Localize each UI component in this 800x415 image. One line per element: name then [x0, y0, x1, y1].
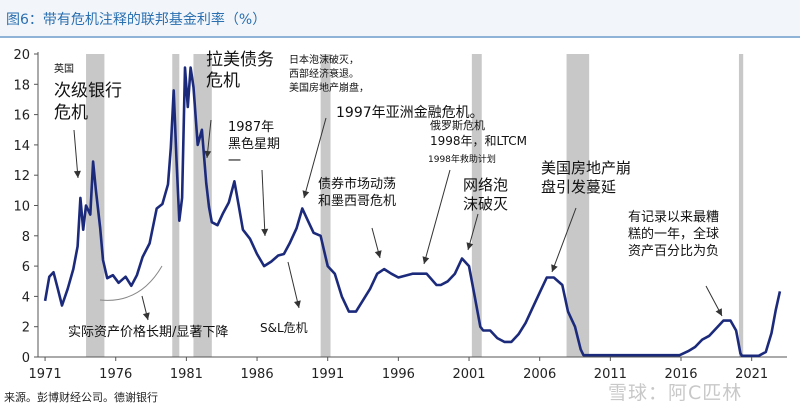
y-tick-label: 0 [22, 351, 30, 366]
chart-title: 图6：带有危机注释的联邦基金利率（%） [6, 12, 267, 28]
annotation-worst-arrowhead [715, 308, 722, 316]
y-tick-label: 4 [22, 290, 30, 305]
chart-title-bar: 图6：带有危机注释的联邦基金利率（%） [0, 0, 800, 38]
recession-band [86, 54, 105, 357]
annotation-japan-line: 美国房地产崩盘， [289, 81, 369, 94]
y-tick-label: 18 [13, 78, 30, 93]
annotation-assets-arrowhead [142, 312, 150, 320]
y-tick-label: 14 [13, 139, 30, 154]
annotation-japan-line: 西部经济衰退。 [289, 67, 359, 80]
annotation-russia-line: 1998年救助计划 [428, 153, 496, 165]
annotation-blackmonday-line: 1987年 [228, 120, 274, 135]
annotation-worst-line: 资产百分比为负 [628, 244, 719, 259]
x-tick-label: 1971 [29, 367, 62, 382]
series-line-fed-funds-rate [43, 66, 782, 358]
annotation-latam-line: 危机 [206, 71, 240, 91]
annotation-asia-arrowhead [302, 190, 310, 198]
annotation-uk-line: 危机 [54, 103, 88, 123]
recession-band [738, 54, 744, 357]
x-tick-label: 1996 [382, 367, 415, 382]
annotation-housing-line: 美国房地产崩 [541, 159, 631, 177]
recession-band [566, 54, 590, 357]
x-tick-label: 1986 [241, 367, 274, 382]
annotation-snl-arrow [287, 261, 300, 309]
x-tick-label: 1991 [311, 367, 344, 382]
annotation-worst-line: 有记录以来最糟 [628, 210, 719, 225]
x-tick-label: 1981 [170, 367, 203, 382]
x-tick-label: 2011 [594, 367, 627, 382]
annotation-mexico-line: 债券市场动荡 [318, 176, 396, 192]
annotation-russia-arrow [423, 169, 451, 265]
x-tick-label: 2001 [452, 367, 485, 382]
annotation-russia-line: 1998年，和LTCM [430, 134, 527, 148]
annotation-uk-arrowhead [73, 170, 81, 178]
x-tick-label: 2021 [735, 367, 768, 382]
x-tick-label: 2016 [664, 367, 697, 382]
y-tick-label: 16 [13, 109, 30, 124]
annotation-dotcom-arrowhead [466, 242, 474, 250]
annotation-dotcom-line: 沫破灭 [463, 195, 508, 213]
annotation-snl-arrowhead [294, 300, 301, 308]
annotation-russia-arrowhead [422, 256, 430, 264]
recession-band [320, 54, 331, 357]
annotation-housing-arrowhead [551, 264, 558, 272]
recession-band [471, 54, 482, 357]
annotation-uk-arrow [73, 129, 79, 179]
annotation-asia-arrow [303, 117, 327, 199]
annotation-snl-line: S&L危机 [260, 321, 308, 335]
y-tick-label: 8 [22, 230, 30, 245]
annotation-asia-line: 1997年亚洲金融危机。 [336, 105, 484, 121]
y-tick-label: 10 [13, 200, 30, 215]
x-tick-label: 2006 [523, 367, 556, 382]
annotation-uk-line: 英国 [54, 62, 74, 75]
y-tick-label: 12 [13, 169, 30, 184]
annotation-blackmonday-line: 黑色星期 [228, 136, 280, 152]
x-tick-label: 1976 [99, 367, 132, 382]
annotation-latam-arrowhead [204, 150, 212, 158]
annotation-housing-arrow [551, 207, 577, 273]
annotation-blackmonday-arrow [261, 169, 266, 237]
recession-band [193, 54, 212, 357]
annotation-latam-line: 拉美债务 [206, 50, 274, 70]
annotation-dotcom-line: 网络泡 [463, 176, 508, 194]
source-note: 来源。彭博财经公司。德谢银行 [4, 391, 158, 404]
bracket-curve [99, 265, 163, 301]
annotation-mexico-line: 和墨西哥危机 [318, 194, 396, 209]
annotation-uk-line: 次级银行 [54, 81, 122, 101]
y-tick-label: 20 [13, 48, 30, 63]
watermark: 雪球：阿C匹林 [608, 382, 743, 404]
y-tick-label: 6 [22, 260, 30, 275]
recession-band [172, 54, 180, 357]
annotation-assets-line: 实际资产价格长期/显著下降 [68, 324, 228, 340]
annotation-mexico-arrowhead [374, 250, 382, 258]
annotation-housing-line: 盘引发蔓延 [541, 178, 616, 196]
annotation-worst-line: 糕的一年，全球 [628, 226, 719, 242]
annotation-japan-line: 日本泡沫破灭， [289, 53, 359, 66]
annotation-blackmonday-line: 一 [228, 154, 241, 169]
annotation-blackmonday-arrowhead [261, 228, 269, 236]
y-tick-label: 2 [22, 321, 30, 336]
annotation-russia-line: 俄罗斯危机 [430, 118, 485, 132]
